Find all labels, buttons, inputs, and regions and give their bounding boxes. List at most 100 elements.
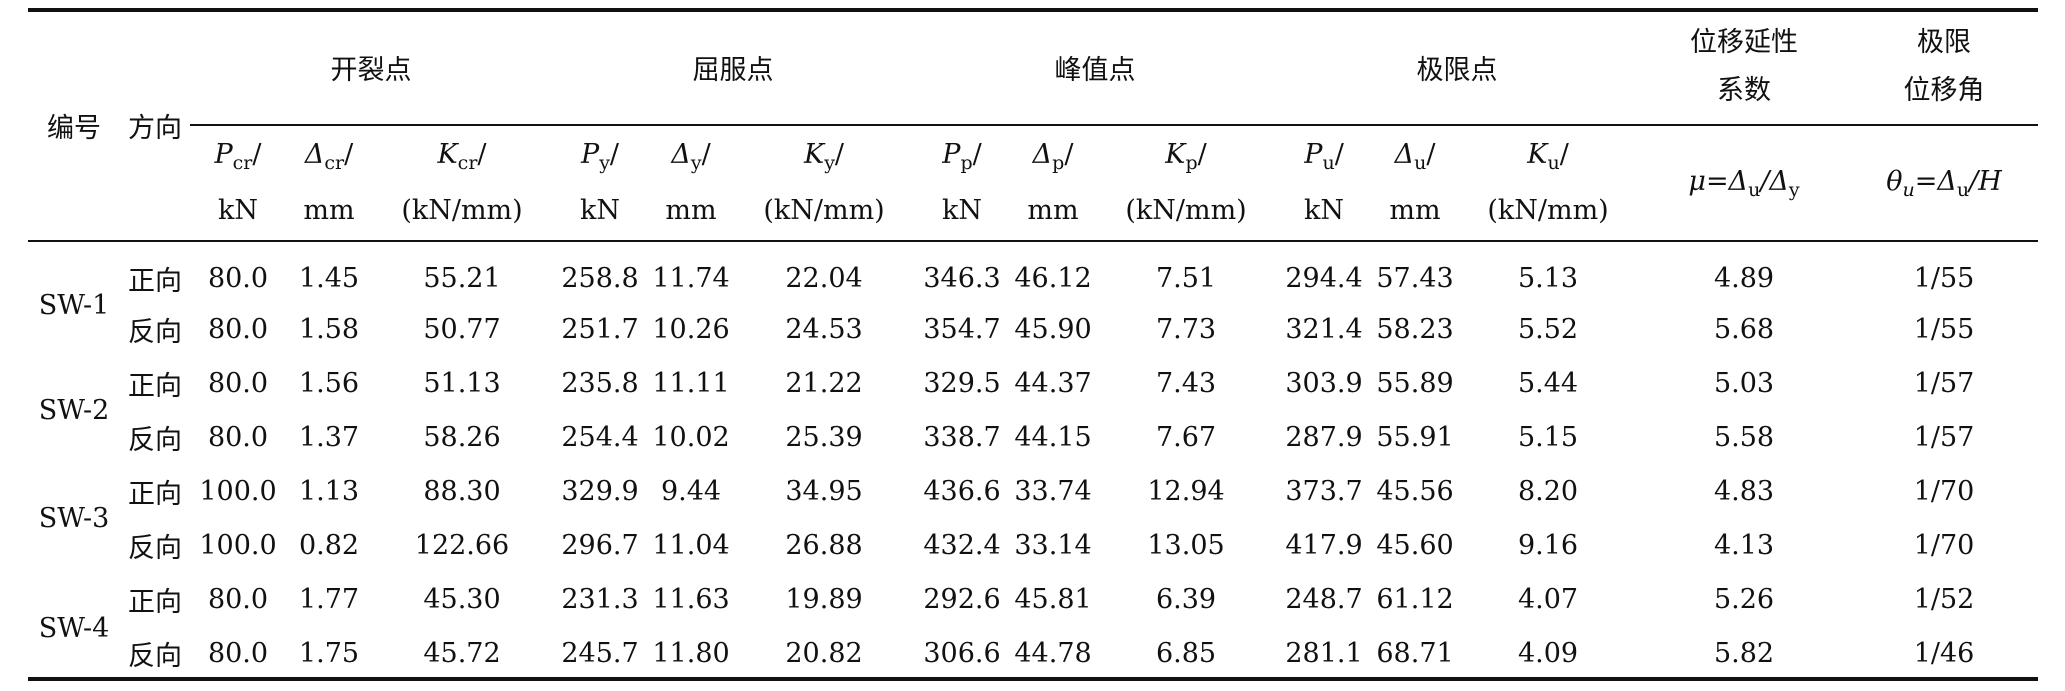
- header-drift: 极限 位移角: [1850, 10, 2039, 126]
- value-cell: 5.68: [1713, 313, 1775, 345]
- subheader-param: Δu/mm: [1372, 125, 1459, 242]
- value-cell: 12.94: [1147, 475, 1225, 507]
- results-table: 编号 方向 开裂点 屈服点 峰值点 极限点 位移延性 系数 极限 位移角 Pcr…: [28, 10, 2039, 684]
- subheader-param: Pp/kN: [914, 125, 1011, 242]
- value-cell: 432.4: [923, 529, 1001, 561]
- value-cell: 100.0: [199, 475, 277, 507]
- value-cell: 306.6: [923, 637, 1001, 669]
- value-cell: 11.63: [652, 583, 730, 615]
- value-cell: 122.66: [414, 529, 510, 561]
- value-cell: 1.77: [298, 583, 360, 615]
- value-cell: 44.37: [1014, 367, 1092, 399]
- subheader-param: Δcr/mm: [286, 125, 372, 242]
- value-cell: 10.26: [652, 313, 730, 345]
- value-cell: 88.30: [423, 475, 501, 507]
- value-cell: 338.7: [923, 421, 1001, 453]
- value-cell: 7.51: [1155, 262, 1217, 294]
- header-group-yield: 屈服点: [552, 10, 915, 126]
- value-cell: 4.07: [1517, 583, 1579, 615]
- direction-cell: 反向: [128, 532, 182, 564]
- value-cell: 80.0: [207, 313, 269, 345]
- value-cell: 45.90: [1014, 313, 1092, 345]
- value-cell: 5.15: [1517, 421, 1579, 453]
- header-group-peak: 峰值点: [914, 10, 1277, 126]
- value-cell: 11.04: [652, 529, 730, 561]
- direction-cell: 正向: [128, 370, 182, 402]
- header-group-ultimate: 极限点: [1276, 10, 1639, 126]
- value-cell: 303.9: [1285, 367, 1363, 399]
- value-cell: 292.6: [923, 583, 1001, 615]
- subheader-param: Pcr/kN: [190, 125, 286, 242]
- value-cell: 57.43: [1376, 262, 1454, 294]
- value-cell: 4.09: [1517, 637, 1579, 669]
- subheader-param: Δp/mm: [1010, 125, 1097, 242]
- value-cell: 45.30: [423, 583, 501, 615]
- value-cell: 1.45: [298, 262, 360, 294]
- value-cell: 58.26: [423, 421, 501, 453]
- header-direction: 方向: [120, 10, 190, 242]
- value-cell: 7.73: [1155, 313, 1217, 345]
- value-cell: 1/52: [1913, 583, 1975, 615]
- value-cell: 80.0: [207, 421, 269, 453]
- value-cell: 5.13: [1517, 262, 1579, 294]
- value-cell: 8.20: [1517, 475, 1579, 507]
- header-id: 编号: [28, 10, 120, 242]
- value-cell: 231.3: [561, 583, 639, 615]
- value-cell: 21.22: [785, 367, 863, 399]
- value-cell: 51.13: [423, 367, 501, 399]
- value-cell: 44.78: [1014, 637, 1092, 669]
- value-cell: 1/55: [1913, 313, 1975, 345]
- value-cell: 10.02: [652, 421, 730, 453]
- value-cell: 33.14: [1014, 529, 1092, 561]
- value-cell: 33.74: [1014, 475, 1092, 507]
- value-cell: 1.37: [298, 421, 360, 453]
- value-cell: 46.12: [1014, 262, 1092, 294]
- direction-cell: 正向: [128, 478, 182, 510]
- value-cell: 25.39: [785, 421, 863, 453]
- value-cell: 7.43: [1155, 367, 1217, 399]
- direction-cell: 正向: [128, 265, 182, 297]
- table-row: 反向 100.0 0.82 122.66 296.7 11.04 26.88 432.4 33.…: [28, 518, 2038, 572]
- header-drift-line2: 位移角: [1903, 75, 1985, 106]
- subheader-param: Py/kN: [552, 125, 649, 242]
- value-cell: 45.81: [1014, 583, 1092, 615]
- value-cell: 436.6: [923, 475, 1001, 507]
- subheader-param: Ky/(kN/mm): [734, 125, 915, 242]
- value-cell: 258.8: [561, 262, 639, 294]
- value-cell: 321.4: [1285, 313, 1363, 345]
- table-row: SW-1 正向 80.0 1.45 55.21 258.8 11.74 22.04 346.3 4…: [28, 241, 2038, 321]
- value-cell: 80.0: [207, 583, 269, 615]
- value-cell: 287.9: [1285, 421, 1363, 453]
- value-cell: 55.21: [423, 262, 501, 294]
- value-cell: 5.44: [1517, 367, 1579, 399]
- specimen-id: SW-3: [38, 502, 110, 534]
- value-cell: 5.26: [1713, 583, 1775, 615]
- table-body: SW-1 正向 80.0 1.45 55.21 258.8 11.74 22.04 346.3 4…: [28, 241, 2038, 684]
- value-cell: 5.58: [1713, 421, 1775, 453]
- header-group-cracking: 开裂点: [190, 10, 553, 126]
- value-cell: 11.80: [652, 637, 730, 669]
- value-cell: 61.12: [1376, 583, 1454, 615]
- value-cell: 281.1: [1285, 637, 1363, 669]
- value-cell: 5.52: [1517, 313, 1579, 345]
- value-cell: 346.3: [923, 262, 1001, 294]
- value-cell: 20.82: [785, 637, 863, 669]
- value-cell: 5.03: [1713, 367, 1775, 399]
- value-cell: 1/57: [1913, 367, 1975, 399]
- value-cell: 245.7: [561, 637, 639, 669]
- direction-cell: 反向: [128, 316, 182, 348]
- value-cell: 13.05: [1147, 529, 1225, 561]
- value-cell: 294.4: [1285, 262, 1363, 294]
- subheader-param: Kcr/(kN/mm): [372, 125, 553, 242]
- value-cell: 45.56: [1376, 475, 1454, 507]
- direction-cell: 反向: [128, 640, 182, 672]
- value-cell: 80.0: [207, 637, 269, 669]
- value-cell: 11.11: [652, 367, 730, 399]
- value-cell: 44.15: [1014, 421, 1092, 453]
- value-cell: 19.89: [785, 583, 863, 615]
- value-cell: 4.83: [1713, 475, 1775, 507]
- table-row: 反向 80.0 1.37 58.26 254.4 10.02 25.39 338.7 44.15…: [28, 410, 2038, 464]
- table-row: 反向 80.0 1.58 50.77 251.7 10.26 24.53 354.7 45.90…: [28, 302, 2038, 356]
- header-ductility-line1: 位移延性: [1690, 27, 1799, 58]
- value-cell: 34.95: [785, 475, 863, 507]
